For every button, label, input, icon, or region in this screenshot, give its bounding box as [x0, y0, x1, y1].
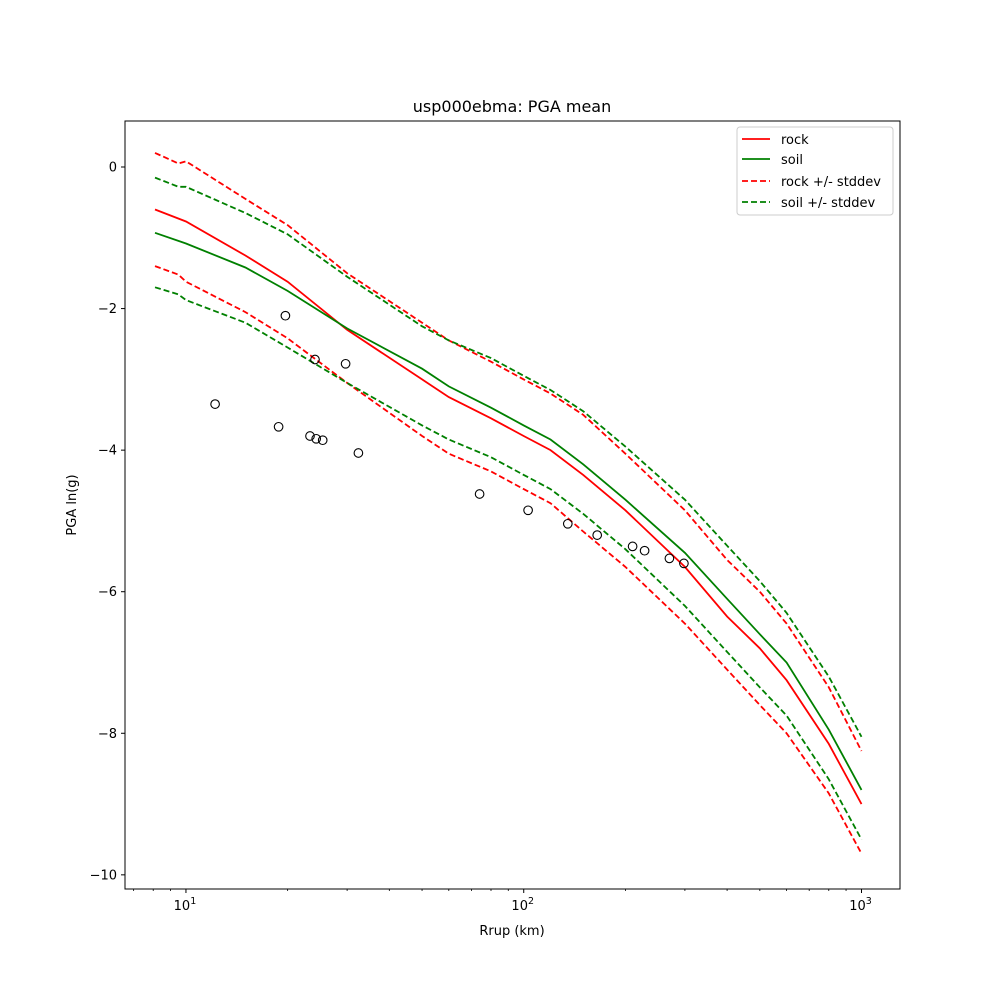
series-line-rock-stddev-lower-3 [154, 265, 863, 855]
chart-title: usp000ebma: PGA mean [413, 97, 612, 116]
observation-point-13 [627, 541, 638, 552]
legend-label-rock: rock [781, 133, 809, 148]
series-line-rock-0 [154, 208, 863, 805]
y-axis-label: PGA ln(g) [65, 474, 80, 535]
series-line-rock-stddev-2 [154, 152, 863, 752]
series-line-soil-stddev-lower-5 [154, 286, 863, 840]
observation-point-4 [311, 433, 322, 444]
observation-point-14 [639, 545, 650, 556]
observation-point-8 [353, 448, 364, 458]
legend-label-soil: soil [781, 153, 803, 168]
observation-point-15 [664, 553, 675, 564]
axes-frame [124, 120, 901, 890]
legend: rock soil rock +/- stddev soil +/- stdde… [736, 126, 894, 216]
observation-point-6 [310, 354, 320, 365]
observation-point-16 [679, 558, 689, 569]
observation-point-11 [562, 518, 573, 529]
observation-point-1 [280, 310, 291, 321]
y-tick-label: −8 [98, 727, 117, 742]
series-line-soil-1 [154, 231, 863, 791]
legend-box [736, 126, 894, 216]
observation-point-7 [340, 358, 351, 369]
legend-label-soil-stddev: soil +/- stddev [781, 196, 876, 211]
observation-point-10 [523, 505, 533, 516]
x-axis-label: Rrup (km) [479, 924, 544, 939]
y-axis-ticks: 0 −2 −4 −6 −8 −10 [90, 161, 125, 883]
y-tick-label: −10 [90, 868, 117, 883]
observation-point-3 [305, 431, 315, 441]
y-tick-label: −4 [98, 444, 117, 459]
observation-point-2 [273, 421, 284, 432]
plot-area [154, 152, 863, 855]
y-tick-label: −6 [98, 585, 117, 600]
legend-label-rock-stddev: rock +/- stddev [781, 175, 881, 190]
observation-point-5 [317, 435, 328, 446]
observation-point-0 [210, 399, 220, 409]
y-tick-label: −2 [98, 302, 117, 317]
observation-point-12 [592, 530, 603, 540]
observation-point-9 [474, 489, 485, 499]
y-tick-label: 0 [109, 161, 117, 176]
